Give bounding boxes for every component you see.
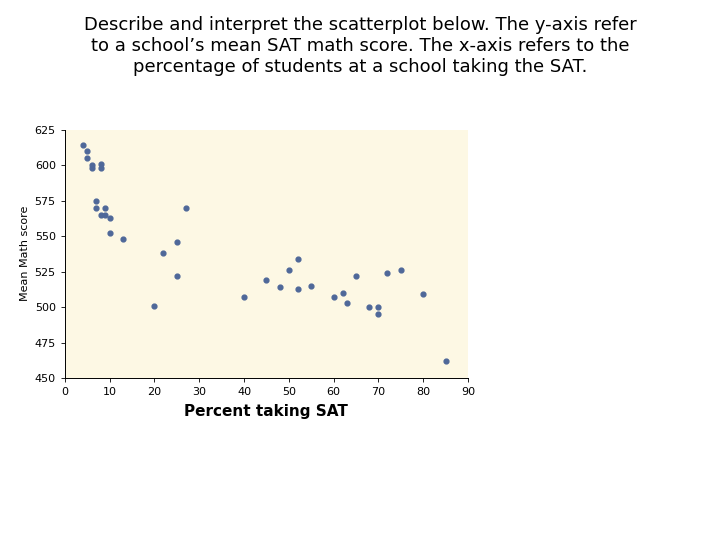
- Point: [95, 164, 107, 172]
- Point: [328, 293, 339, 301]
- Point: [305, 281, 317, 290]
- Point: [117, 234, 129, 243]
- Point: [373, 310, 384, 319]
- Point: [180, 204, 192, 212]
- Text: Describe and interpret the scatterplot below. The y-axis refer
to a school’s mea: Describe and interpret the scatterplot b…: [84, 16, 636, 76]
- Point: [95, 159, 107, 168]
- Y-axis label: Mean Math score: Mean Math score: [20, 206, 30, 301]
- Point: [364, 303, 375, 312]
- Point: [86, 161, 97, 170]
- Point: [86, 164, 97, 172]
- Point: [171, 238, 183, 246]
- Point: [382, 268, 393, 277]
- Point: [95, 211, 107, 219]
- Point: [292, 254, 304, 263]
- Point: [337, 288, 348, 297]
- Point: [171, 272, 183, 280]
- Point: [77, 141, 89, 150]
- Point: [395, 266, 407, 274]
- Point: [341, 299, 353, 307]
- Point: [238, 293, 250, 301]
- Point: [373, 303, 384, 312]
- Point: [292, 284, 304, 293]
- Point: [104, 213, 115, 222]
- Point: [91, 204, 102, 212]
- Point: [99, 211, 111, 219]
- Point: [350, 272, 361, 280]
- Point: [440, 356, 451, 365]
- Point: [274, 283, 286, 292]
- Point: [418, 290, 429, 299]
- Point: [81, 146, 93, 155]
- X-axis label: Percent taking SAT: Percent taking SAT: [184, 404, 348, 419]
- Point: [283, 266, 294, 274]
- Point: [91, 196, 102, 205]
- Point: [158, 249, 169, 258]
- Point: [81, 154, 93, 163]
- Point: [261, 276, 272, 285]
- Point: [148, 301, 160, 310]
- Point: [99, 204, 111, 212]
- Point: [104, 229, 115, 238]
